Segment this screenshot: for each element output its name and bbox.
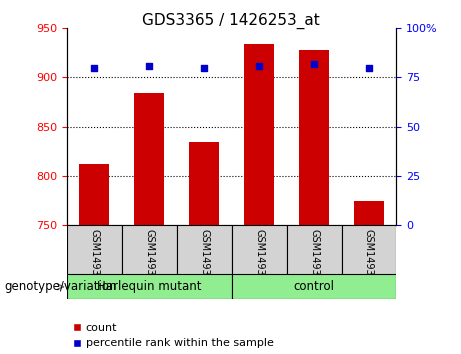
Legend: count, percentile rank within the sample: count, percentile rank within the sample <box>72 323 274 348</box>
Bar <box>231 274 396 299</box>
Bar <box>287 225 342 274</box>
Point <box>365 65 372 70</box>
Bar <box>231 225 287 274</box>
Text: GSM149360: GSM149360 <box>89 229 99 288</box>
Bar <box>189 142 219 225</box>
Text: GSM149365: GSM149365 <box>364 229 374 288</box>
Text: GSM149361: GSM149361 <box>144 229 154 288</box>
Point <box>255 63 263 68</box>
Bar <box>122 225 177 274</box>
Text: genotype/variation: genotype/variation <box>5 280 117 293</box>
Bar <box>244 44 274 225</box>
Text: GDS3365 / 1426253_at: GDS3365 / 1426253_at <box>142 12 319 29</box>
Bar <box>354 201 384 225</box>
Bar <box>177 225 231 274</box>
Text: GSM149363: GSM149363 <box>254 229 264 288</box>
Text: Harlequin mutant: Harlequin mutant <box>97 280 201 293</box>
Point <box>91 65 98 70</box>
Point <box>146 63 153 68</box>
Point <box>310 61 318 67</box>
Point <box>201 65 208 70</box>
Bar <box>67 274 231 299</box>
Text: GSM149364: GSM149364 <box>309 229 319 288</box>
Text: control: control <box>294 280 335 293</box>
Text: GSM149362: GSM149362 <box>199 229 209 288</box>
Bar <box>67 225 122 274</box>
Bar <box>299 50 329 225</box>
Bar <box>134 93 165 225</box>
Bar <box>79 164 109 225</box>
Bar <box>342 225 396 274</box>
